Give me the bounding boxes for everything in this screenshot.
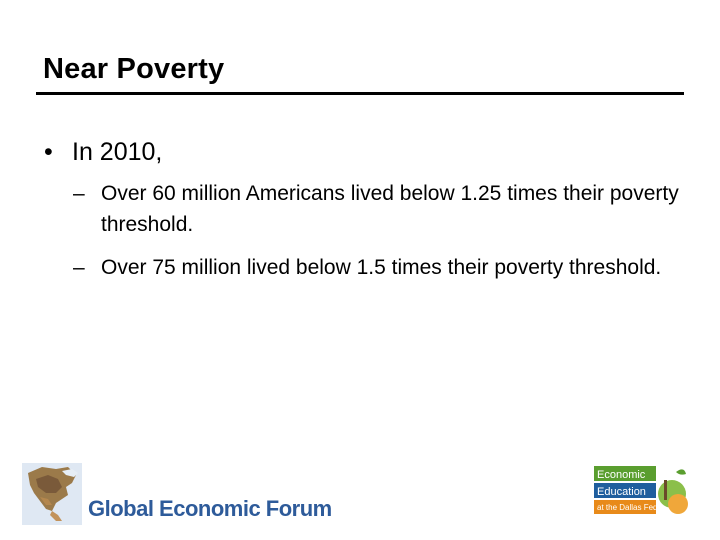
bullet-marker: • <box>44 138 53 166</box>
slide-title: Near Poverty <box>43 53 225 85</box>
sub-bullet-marker: – <box>73 182 85 205</box>
global-economic-forum-logo-text: Global Economic Forum <box>88 496 332 521</box>
logo-line-education: Education <box>597 486 646 498</box>
title-underline <box>36 92 684 95</box>
logo-line-dallas-fed: at the Dallas Fed <box>597 503 657 512</box>
sub-bullet-text: Over 60 million Americans lived below 1.… <box>101 182 679 236</box>
north-america-map-icon <box>22 463 82 525</box>
economic-education-logo: Economic Education at the Dallas Fed <box>594 466 688 514</box>
sub-bullet-1: – Over 60 million Americans lived below … <box>73 178 693 240</box>
main-bullet-text: In 2010, <box>72 138 163 166</box>
sub-bullet-2: – Over 75 million lived below 1.5 times … <box>73 252 693 283</box>
sub-bullet-text: Over 75 million lived below 1.5 times th… <box>101 256 662 279</box>
sub-bullet-marker: – <box>73 256 85 279</box>
main-bullet: • In 2010, <box>44 135 162 169</box>
logo-line-economic: Economic <box>597 469 646 481</box>
